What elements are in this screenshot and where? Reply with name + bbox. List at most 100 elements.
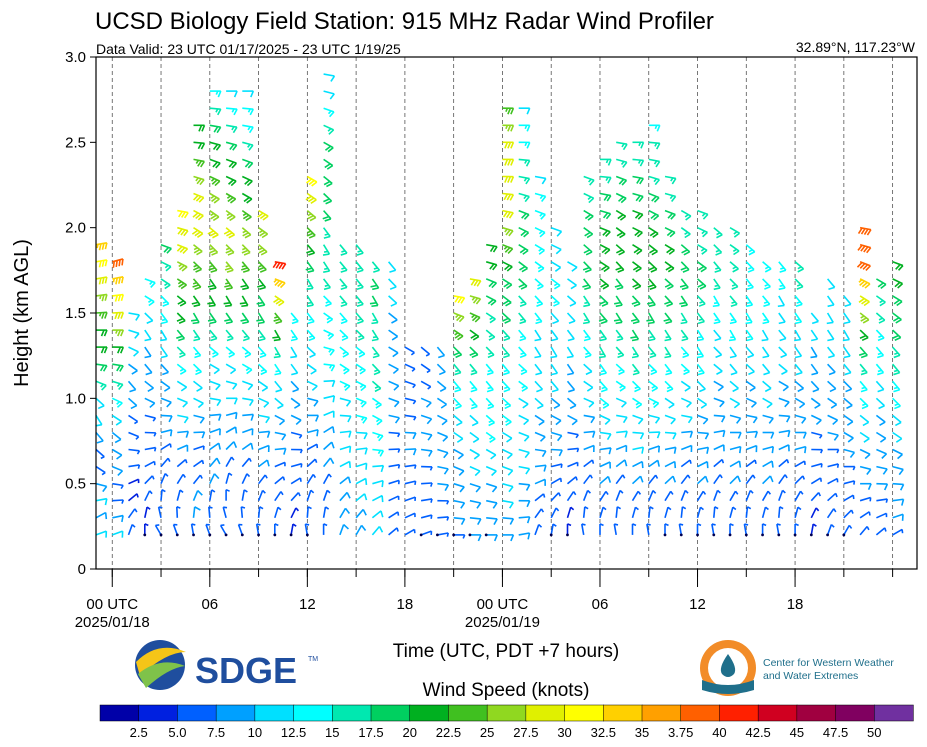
wind-barb [274,461,286,468]
wind-barb [225,192,237,204]
wind-barb [778,414,791,423]
y-tick-label: 0.5 [65,476,86,493]
colorbar-swatch [525,704,566,722]
wind-barb [550,397,561,410]
wind-barb [95,397,105,410]
wind-barb [501,295,512,307]
wind-barb [502,141,515,149]
wind-barb [208,261,218,273]
wind-barb [729,397,741,409]
wind-barb [680,227,691,239]
colorbar-title: Wind Speed (knots) [423,680,590,701]
wind-barb [224,261,234,273]
wind-barb [761,490,772,502]
wind-barb [550,295,560,307]
wind-barb [648,474,659,485]
wind-barb [128,414,139,425]
wind-barb [713,380,724,392]
wind-barb [827,463,840,468]
wind-barb [858,278,871,289]
wind-barb [485,465,497,477]
wind-barb [615,489,624,501]
wind-barb [892,528,904,536]
wind-barb [274,491,284,502]
wind-barb [154,524,162,536]
wind-barb [827,492,838,502]
wind-barb [436,380,447,393]
wind-barb [632,226,643,238]
wind-barb [469,414,479,427]
wind-barb [209,427,221,436]
wind-barb [729,227,741,238]
missing-data-dot [712,533,716,537]
wind-barb [892,329,902,341]
wind-barb [583,414,596,424]
wind-barb [339,295,348,308]
cw3e-drop-icon [720,654,736,677]
wind-barb [648,261,658,273]
cw3e-name-line2: and Water Extremes [763,670,858,682]
wind-barb [843,448,856,458]
wind-barb [453,414,463,427]
wind-barb [225,441,238,451]
wind-barb [826,508,837,519]
wind-barb [680,380,691,392]
wind-barb [664,261,675,273]
wind-barb [794,414,807,424]
wind-barb [274,431,287,441]
chart-subtitle-right: 32.89°N, 117.23°W [796,39,916,55]
wind-barb [176,473,186,485]
wind-barb [550,414,562,426]
wind-barb [729,460,742,468]
wind-barb [729,414,742,424]
colorbar-label: 47.5 [823,725,848,740]
wind-barb [501,380,511,393]
wind-barb [518,278,528,290]
wind-barb [420,363,431,374]
wind-barb [420,397,432,408]
wind-barb [404,397,417,405]
wind-barb [453,312,465,323]
wind-barb [355,278,364,291]
wind-barb [485,261,498,271]
colorbar-swatch [486,704,527,722]
wind-barb [192,474,203,485]
wind-barb [664,209,676,220]
wind-barb [306,244,316,256]
wind-barb [582,489,591,501]
wind-barb [566,523,572,535]
wind-barb [550,507,560,519]
wind-barb [355,508,367,519]
wind-barb [453,380,462,393]
wind-barb [219,524,227,536]
wind-barb [729,506,737,519]
wind-barb [209,90,222,98]
wind-barb [582,506,589,518]
colorbar-label: 27.5 [513,725,538,740]
wind-barb [223,227,236,239]
wind-barb [647,278,657,291]
colorbar-swatch [177,704,217,722]
wind-barb [681,444,693,453]
wind-barb [290,312,299,325]
wind-barb [453,397,462,410]
wind-barb [112,258,124,268]
wind-barb [257,489,266,501]
wind-barb [112,380,124,391]
wind-barb [778,312,786,325]
wind-barb [355,244,364,256]
wind-barb [239,295,249,308]
wind-barb [258,380,269,392]
wind-barb [696,490,707,502]
wind-barb [323,175,333,188]
wind-barb [305,261,315,273]
wind-barb [518,261,528,273]
wind-barb [826,346,836,359]
wind-barb [583,459,595,468]
wind-barb [112,499,125,504]
wind-barb [209,489,216,501]
wind-barb [193,459,205,468]
wind-barb [355,329,365,342]
wind-barb [225,380,238,390]
